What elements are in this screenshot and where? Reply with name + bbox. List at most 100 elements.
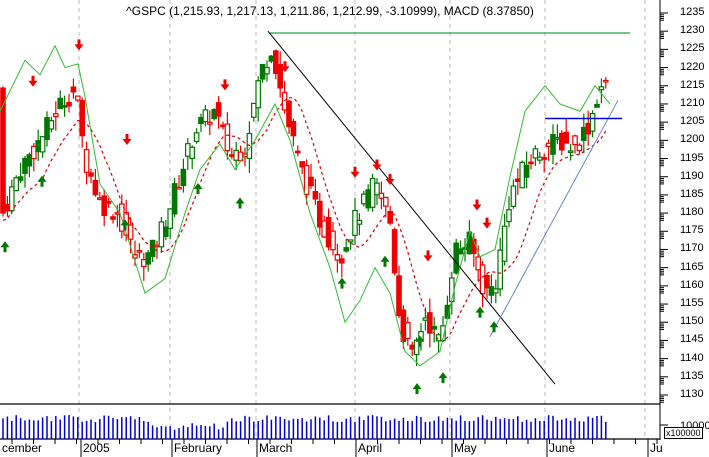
candle [13,175,20,192]
price-tick-label: 1160 [680,278,704,291]
sell-arrow-icon [472,199,482,211]
price-tick-label: 1210 [680,96,705,109]
candle [189,145,196,169]
sell-arrow-icon [28,75,38,87]
candle [259,63,266,83]
candle [101,189,108,227]
sell-arrow-icon [122,133,132,145]
candle [361,190,367,207]
candle [339,254,345,278]
price-tick-label: 1145 [680,333,704,346]
candle [74,95,81,103]
price-axis-ticks [660,12,668,426]
sell-arrow-icon [74,39,84,51]
candle [334,243,341,273]
downtrend-line [267,30,556,385]
candle [286,99,292,134]
candle [295,145,301,157]
time-tick-label: February [174,441,223,455]
candle [57,90,64,110]
candle [413,337,420,367]
time-tick-label: March [259,441,293,455]
candle [369,173,376,212]
candle [220,121,226,130]
candle [44,111,50,147]
candle [299,161,306,175]
candle [475,245,482,281]
candle [141,252,147,281]
candle [4,195,11,217]
candle [35,129,42,162]
volume-unit-label: x100000 [664,427,703,439]
time-tick-label: cember [2,441,43,455]
price-tick-label: 1155 [680,297,704,310]
candle [321,215,328,239]
price-tick-label: 1190 [680,169,704,182]
candle [598,78,605,104]
candle [536,151,543,164]
buy-arrow-icon [337,277,347,289]
uptrend-line [489,100,619,338]
price-tick-label: 1205 [680,115,705,128]
buy-arrow-icon [235,197,245,209]
candle [501,213,508,266]
buy-arrow-icon [0,241,10,253]
candle [110,214,116,224]
candle [176,175,182,190]
candle [572,134,578,154]
candle [290,118,297,147]
price-candles [0,49,609,367]
candle [312,179,319,205]
candle [26,152,33,178]
candle [268,54,275,64]
overlays [0,30,630,395]
candle [514,168,521,195]
candle [365,184,372,212]
candle [251,102,257,122]
candle [211,108,218,121]
price-tick-label: 1150 [680,315,704,328]
candle [79,97,86,148]
candle [255,76,262,122]
candle [585,110,592,146]
candle [594,99,600,108]
candle [83,141,90,185]
candle [52,101,59,131]
candle [317,193,323,236]
time-tick-label: April [358,441,383,455]
candle [171,177,178,218]
candle [277,51,284,98]
candle [383,196,389,218]
candle [39,135,46,158]
candle [444,295,451,319]
candle [343,238,350,253]
candle [330,221,336,256]
candle [391,227,398,276]
candle [96,191,103,201]
candle [66,94,72,113]
candle [488,274,495,304]
candle [114,204,121,228]
price-tick-label: 1175 [680,224,704,237]
candle [378,181,385,210]
sell-arrow-icon [372,159,382,171]
candle [558,130,565,156]
candle [308,163,314,189]
candle [528,154,534,170]
candle [145,249,152,272]
candle [180,158,187,193]
candle [506,196,512,228]
time-tick-label: Ju [650,441,663,455]
candle [510,179,517,209]
candle [347,239,354,251]
buy-arrow-icon [475,306,485,318]
candle [541,153,548,173]
candle [17,162,24,184]
candle [431,316,438,343]
candle [202,105,209,127]
price-tick-label: 1225 [680,42,705,55]
candle [519,160,526,189]
candle [479,260,486,308]
candle [532,145,539,166]
